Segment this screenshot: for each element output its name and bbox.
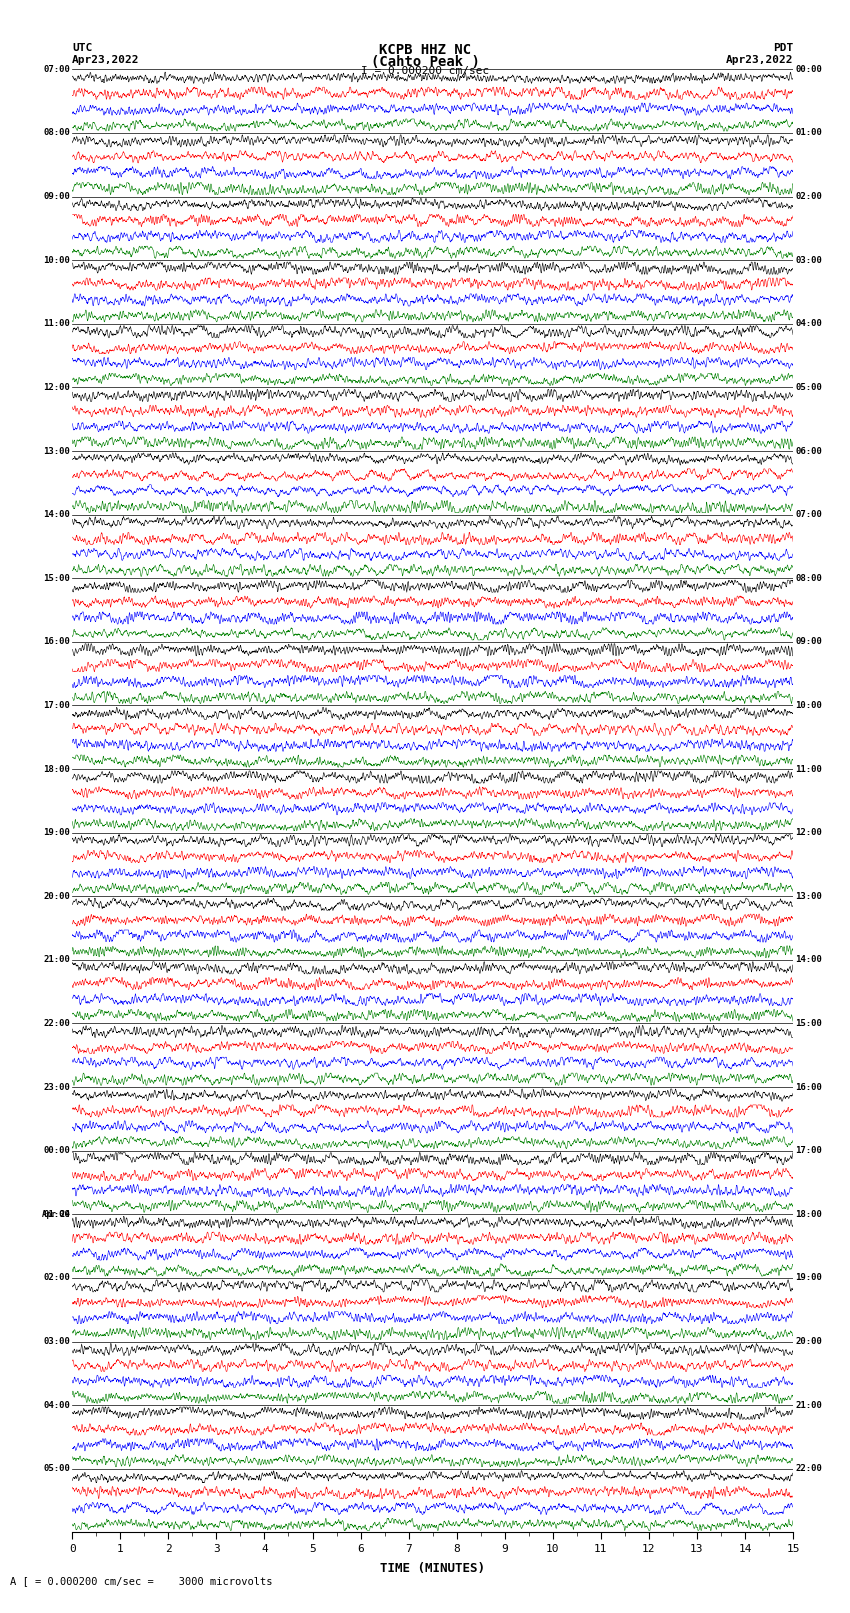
Text: 05:00: 05:00 (43, 1465, 70, 1473)
Text: 08:00: 08:00 (796, 574, 822, 582)
Text: 23:00: 23:00 (43, 1082, 70, 1092)
Text: 11:00: 11:00 (43, 319, 70, 329)
Text: 03:00: 03:00 (796, 256, 822, 265)
Text: 04:00: 04:00 (796, 319, 822, 329)
Text: 00:00: 00:00 (796, 65, 822, 74)
Text: 09:00: 09:00 (43, 192, 70, 202)
Text: 13:00: 13:00 (43, 447, 70, 455)
Text: UTC: UTC (72, 44, 93, 53)
Text: 20:00: 20:00 (43, 892, 70, 900)
Text: Apr23,2022: Apr23,2022 (72, 55, 139, 65)
Text: 07:00: 07:00 (796, 510, 822, 519)
Text: 01:00: 01:00 (43, 1210, 70, 1219)
X-axis label: TIME (MINUTES): TIME (MINUTES) (380, 1563, 485, 1576)
Text: 12:00: 12:00 (796, 827, 822, 837)
Text: 06:00: 06:00 (796, 447, 822, 455)
Text: 19:00: 19:00 (796, 1273, 822, 1282)
Text: 17:00: 17:00 (43, 702, 70, 710)
Text: 08:00: 08:00 (43, 129, 70, 137)
Text: 03:00: 03:00 (43, 1337, 70, 1345)
Text: 18:00: 18:00 (796, 1210, 822, 1219)
Text: 00:00: 00:00 (43, 1147, 70, 1155)
Text: 17:00: 17:00 (796, 1147, 822, 1155)
Text: 20:00: 20:00 (796, 1337, 822, 1345)
Text: 14:00: 14:00 (796, 955, 822, 965)
Text: 22:00: 22:00 (796, 1465, 822, 1473)
Text: Apr23,2022: Apr23,2022 (726, 55, 793, 65)
Text: A [ = 0.000200 cm/sec =    3000 microvolts: A [ = 0.000200 cm/sec = 3000 microvolts (10, 1576, 273, 1586)
Text: 07:00: 07:00 (43, 65, 70, 74)
Text: Apr 24: Apr 24 (42, 1210, 70, 1219)
Text: 10:00: 10:00 (43, 256, 70, 265)
Text: 01:00: 01:00 (796, 129, 822, 137)
Text: 18:00: 18:00 (43, 765, 70, 774)
Text: 02:00: 02:00 (796, 192, 822, 202)
Text: KCPB HHZ NC: KCPB HHZ NC (379, 44, 471, 56)
Text: 15:00: 15:00 (796, 1019, 822, 1027)
Text: PDT: PDT (773, 44, 793, 53)
Text: 13:00: 13:00 (796, 892, 822, 900)
Text: 21:00: 21:00 (796, 1400, 822, 1410)
Text: 21:00: 21:00 (43, 955, 70, 965)
Text: 12:00: 12:00 (43, 382, 70, 392)
Text: 09:00: 09:00 (796, 637, 822, 647)
Text: 14:00: 14:00 (43, 510, 70, 519)
Text: 16:00: 16:00 (43, 637, 70, 647)
Text: I = 0.000200 cm/sec: I = 0.000200 cm/sec (361, 66, 489, 76)
Text: 04:00: 04:00 (43, 1400, 70, 1410)
Text: 22:00: 22:00 (43, 1019, 70, 1027)
Text: 02:00: 02:00 (43, 1273, 70, 1282)
Text: 10:00: 10:00 (796, 702, 822, 710)
Text: 05:00: 05:00 (796, 382, 822, 392)
Text: 15:00: 15:00 (43, 574, 70, 582)
Text: 11:00: 11:00 (796, 765, 822, 774)
Text: 19:00: 19:00 (43, 827, 70, 837)
Text: (Cahto Peak ): (Cahto Peak ) (371, 55, 479, 69)
Text: 16:00: 16:00 (796, 1082, 822, 1092)
